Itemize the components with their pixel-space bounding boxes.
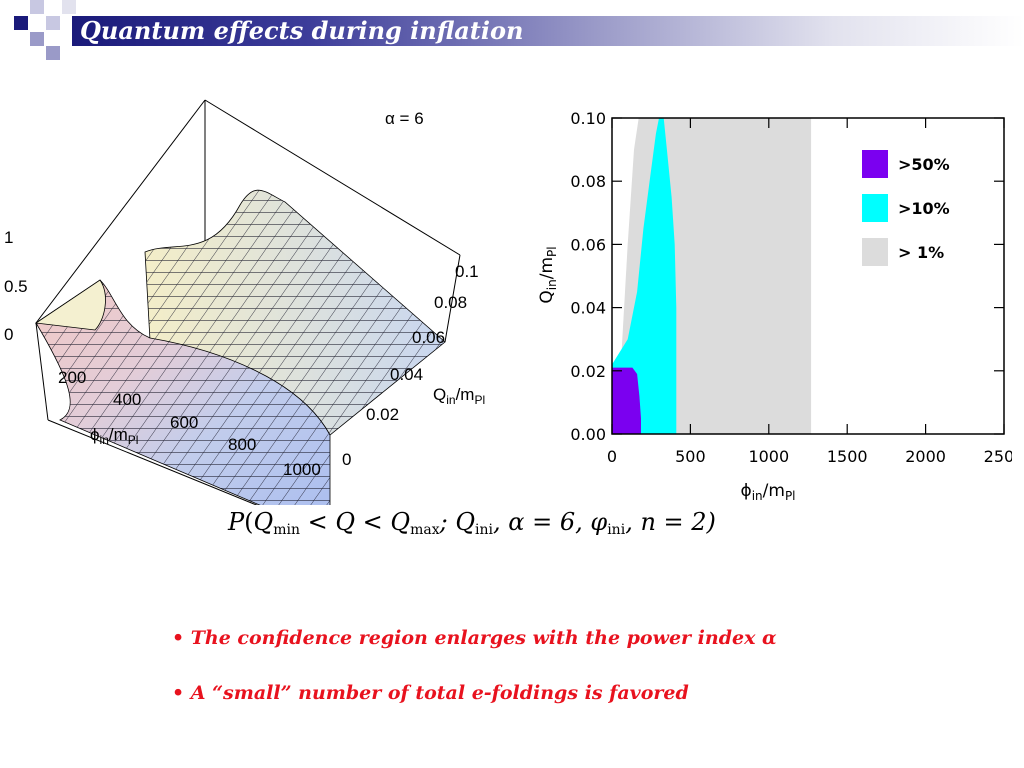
bullet-confidence-region: • The confidence region enlarges with th… — [172, 627, 777, 649]
q-tick: 0.02 — [366, 405, 399, 424]
plot-frame — [611, 117, 1005, 435]
y-tick-label: 0.10 — [570, 109, 606, 128]
confidence-regions — [612, 118, 812, 434]
y-tick-label: 0.08 — [570, 172, 606, 191]
phi-tick: 800 — [228, 435, 256, 454]
x-tick-label: 500 — [675, 447, 706, 466]
x-tick-label: 2000 — [905, 447, 946, 466]
bullet-e-foldings: • A “small” number of total e-foldings i… — [172, 682, 689, 704]
axis-ticks — [611, 117, 1005, 435]
y-tick-label: 0.00 — [570, 425, 606, 444]
decor-square — [46, 46, 60, 60]
legend: >50% >10% > 1% — [862, 150, 950, 266]
surface-ridge — [34, 279, 106, 331]
legend-swatch — [862, 194, 888, 222]
q-tick: 0.04 — [390, 365, 423, 384]
q-tick: 0 — [342, 450, 351, 469]
slide-title: Quantum effects during inflation — [80, 16, 524, 45]
y-tick-label: 0.04 — [570, 299, 606, 318]
decor-square — [46, 16, 60, 30]
region-1 — [612, 118, 677, 434]
z-tick: 0 — [4, 325, 13, 344]
probability-formula: P(Qmin < Q < Qmax; Qini, α = 6, φini, n … — [228, 508, 716, 538]
slide-header: Quantum effects during inflation — [0, 0, 1024, 62]
legend-label: >50% — [898, 155, 950, 174]
phi-tick: 400 — [113, 390, 141, 409]
region-2 — [612, 367, 641, 434]
decor-square — [30, 32, 44, 46]
y-axis-label: Qin/mPl — [537, 246, 559, 303]
q-tick: 0.08 — [434, 293, 467, 312]
y-tick-label: 0.02 — [570, 362, 606, 381]
legend-swatch — [862, 150, 888, 178]
decor-square — [30, 0, 44, 14]
z-tick: 1 — [4, 228, 13, 247]
q-tick: 0.1 — [455, 262, 479, 281]
x-tick-label: 1000 — [748, 447, 789, 466]
decor-square — [14, 16, 28, 30]
q-tick: 0.06 — [412, 328, 445, 347]
phi-tick: 600 — [170, 413, 198, 432]
phi-axis-label: ϕin/mPl — [90, 425, 138, 447]
legend-label: > 1% — [898, 243, 944, 262]
q-axis-label: Qin/mPl — [433, 385, 485, 407]
legend-label: >10% — [898, 199, 950, 218]
decor-square — [62, 0, 76, 14]
y-tick-label: 0.06 — [570, 235, 606, 254]
x-tick-label: 1500 — [827, 447, 868, 466]
surface-plot: α = 6 1 0.5 0 200 400 600 800 1000 0.1 0… — [4, 99, 485, 505]
phi-tick: 1000 — [283, 460, 321, 479]
alpha-annotation: α = 6 — [385, 109, 424, 128]
x-axis-label: ϕin/mPl — [740, 481, 795, 503]
z-tick: 0.5 — [4, 277, 28, 296]
x-tick-label: 0 — [607, 447, 617, 466]
title-band — [72, 16, 1024, 46]
phi-tick: 200 — [58, 368, 86, 387]
legend-swatch — [862, 238, 888, 266]
